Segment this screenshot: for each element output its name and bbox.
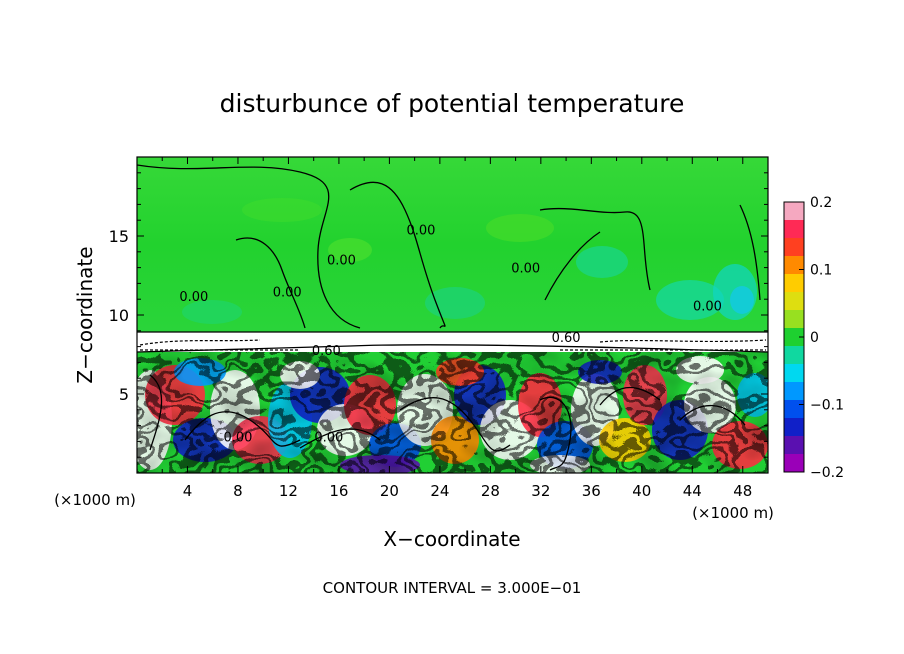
contour-label: 0.60 bbox=[552, 331, 581, 346]
contour-line bbox=[184, 411, 301, 447]
colorbar-swatch bbox=[784, 346, 804, 365]
contour-label: 0.60 bbox=[312, 344, 341, 359]
contour-line bbox=[399, 397, 511, 452]
y-tick-label: 5 bbox=[119, 385, 129, 404]
x-tick-label: 48 bbox=[733, 482, 752, 500]
x-tick-label: 20 bbox=[380, 482, 399, 500]
field-patch bbox=[656, 280, 724, 320]
contour-label: 0.00 bbox=[327, 254, 356, 269]
colorbar-swatch bbox=[784, 256, 804, 275]
x-tick-label: 32 bbox=[531, 482, 550, 500]
field-patch bbox=[730, 286, 754, 314]
colorbar-swatch bbox=[784, 202, 804, 221]
contour-label: 0.00 bbox=[179, 290, 208, 305]
colorbar-swatch bbox=[784, 292, 804, 311]
field-patch bbox=[486, 214, 554, 242]
contour-line bbox=[137, 344, 768, 353]
colorbar-tick-label: 0 bbox=[810, 330, 819, 346]
colorbar-swatch bbox=[784, 454, 804, 473]
contour-label: 0.00 bbox=[511, 262, 540, 277]
x-tick-label: 40 bbox=[632, 482, 651, 500]
turbulence-overlay-light bbox=[137, 352, 768, 473]
contour-line bbox=[235, 237, 306, 329]
contour-line bbox=[299, 428, 381, 449]
field-patch bbox=[242, 198, 322, 222]
colorbar-swatch bbox=[784, 364, 804, 383]
colorbar-tick-label: −0.2 bbox=[810, 465, 844, 481]
lower-field bbox=[137, 352, 768, 473]
contour-interval-note: CONTOUR INTERVAL = 3.000E−01 bbox=[323, 579, 582, 597]
contour-labels: 0.00 0.00 0.00 0.00 0.00 0.00 0.60 0.60 0.00 0.00 bbox=[179, 224, 722, 446]
x-axis: 4 8 12 16 20 24 28 32 36 40 44 48 bbox=[161, 157, 752, 500]
contour-line-negative bbox=[139, 339, 261, 346]
colorbar: 0.2 0.1 0 −0.1 −0.2 bbox=[783, 195, 844, 481]
y-axis-label: Z−coordinate bbox=[73, 246, 97, 383]
field-patch bbox=[425, 287, 485, 319]
contour-line bbox=[679, 404, 746, 426]
colorbar-tick-label: 0.1 bbox=[810, 263, 832, 279]
x-units-left: (×1000 m) bbox=[54, 491, 136, 509]
contour-line bbox=[544, 231, 601, 301]
colorbar-swatch bbox=[784, 436, 804, 455]
contour-label: 0.00 bbox=[693, 300, 722, 315]
colorbar-swatch bbox=[784, 382, 804, 401]
x-units-right: (×1000 m) bbox=[692, 504, 774, 522]
chart-title: disturbunce of potential temperature bbox=[220, 89, 685, 118]
contour-line bbox=[149, 374, 163, 451]
contour-label: 0.00 bbox=[314, 431, 343, 446]
colorbar-swatch bbox=[784, 418, 804, 437]
field-patch bbox=[182, 300, 242, 324]
contour-lines bbox=[137, 164, 768, 471]
x-axis-label: X−coordinate bbox=[383, 527, 520, 551]
colorbar-swatch bbox=[784, 310, 804, 329]
colorbar-swatch bbox=[784, 274, 804, 293]
colorbar-tick-label: −0.1 bbox=[810, 398, 844, 414]
contour-line bbox=[599, 387, 661, 406]
upper-field-patches bbox=[182, 198, 757, 324]
contour-label: 0.00 bbox=[273, 285, 302, 300]
y-axis: 5 10 15 bbox=[109, 172, 768, 458]
field-patch bbox=[576, 246, 628, 278]
contour-label: 0.00 bbox=[223, 431, 252, 446]
contour-line bbox=[349, 181, 446, 329]
contour-line bbox=[539, 396, 572, 471]
contour-line bbox=[137, 164, 361, 329]
contour-line bbox=[739, 204, 761, 301]
x-tick-label: 16 bbox=[329, 482, 348, 500]
colorbar-swatch bbox=[784, 220, 804, 239]
contour-label: 0.00 bbox=[406, 224, 435, 239]
x-tick-label: 28 bbox=[481, 482, 500, 500]
y-tick-label: 10 bbox=[109, 306, 129, 325]
field-patch bbox=[328, 238, 372, 262]
contour-line bbox=[539, 207, 651, 291]
x-tick-label: 8 bbox=[233, 482, 243, 500]
plot-area: 0.00 0.00 0.00 0.00 0.00 0.00 0.60 0.60 0.00 0.00 bbox=[137, 157, 768, 473]
colorbar-swatch bbox=[784, 400, 804, 419]
x-tick-label: 44 bbox=[683, 482, 702, 500]
colorbar-tick-label: 0.2 bbox=[810, 195, 832, 211]
x-tick-label: 36 bbox=[582, 482, 601, 500]
colorbar-swatch bbox=[784, 238, 804, 257]
x-tick-label: 24 bbox=[430, 482, 449, 500]
x-tick-label: 12 bbox=[279, 482, 298, 500]
x-tick-label: 4 bbox=[183, 482, 193, 500]
y-tick-label: 15 bbox=[109, 227, 129, 246]
colorbar-swatch bbox=[784, 328, 804, 347]
